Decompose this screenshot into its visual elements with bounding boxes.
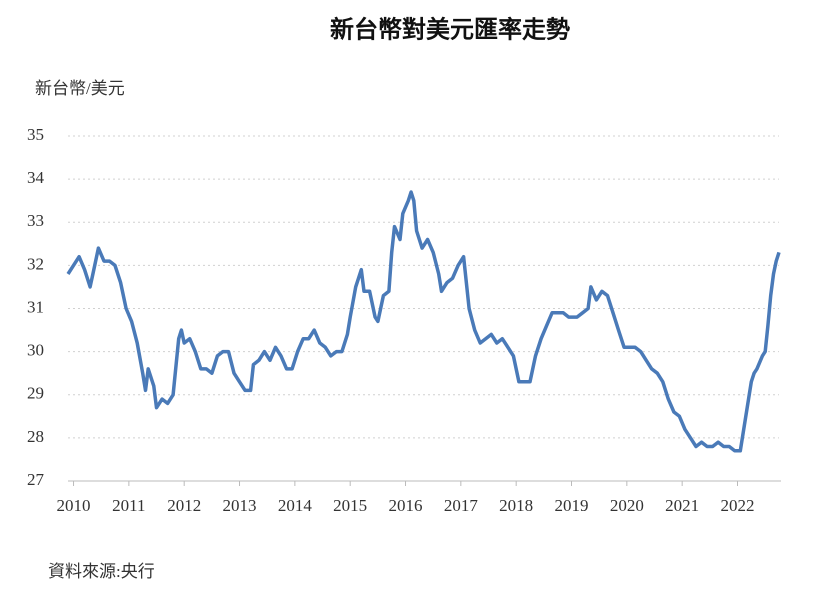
y-tick-label: 29	[27, 384, 44, 403]
x-tick-label: 2012	[167, 496, 201, 515]
x-tick-label: 2010	[57, 496, 91, 515]
y-tick-label: 35	[27, 125, 44, 144]
y-tick-label: 34	[27, 168, 45, 187]
chart-title: 新台幣對美元匯率走勢	[330, 16, 570, 44]
x-tick-label: 2013	[223, 496, 257, 515]
y-axis-label: 新台幣/美元	[35, 79, 125, 98]
x-tick-label: 2019	[555, 496, 589, 515]
x-tick-label: 2016	[389, 496, 423, 515]
y-tick-label: 33	[27, 211, 44, 230]
x-tick-label: 2022	[721, 496, 755, 515]
x-tick-label: 2015	[333, 496, 367, 515]
x-tick-label: 2017	[444, 496, 479, 515]
source-note: 資料來源:央行	[48, 562, 155, 581]
x-tick-label: 2021	[665, 496, 699, 515]
y-tick-label: 32	[27, 254, 44, 273]
y-tick-label: 27	[27, 470, 45, 489]
x-tick-label: 2020	[610, 496, 644, 515]
y-tick-label: 28	[27, 427, 44, 446]
x-tick-label: 2018	[499, 496, 533, 515]
y-tick-label: 31	[27, 297, 44, 316]
data-line	[66, 190, 781, 453]
y-tick-label: 30	[27, 341, 44, 360]
x-tick-label: 2014	[278, 496, 313, 515]
x-tick-label: 2011	[112, 496, 145, 515]
